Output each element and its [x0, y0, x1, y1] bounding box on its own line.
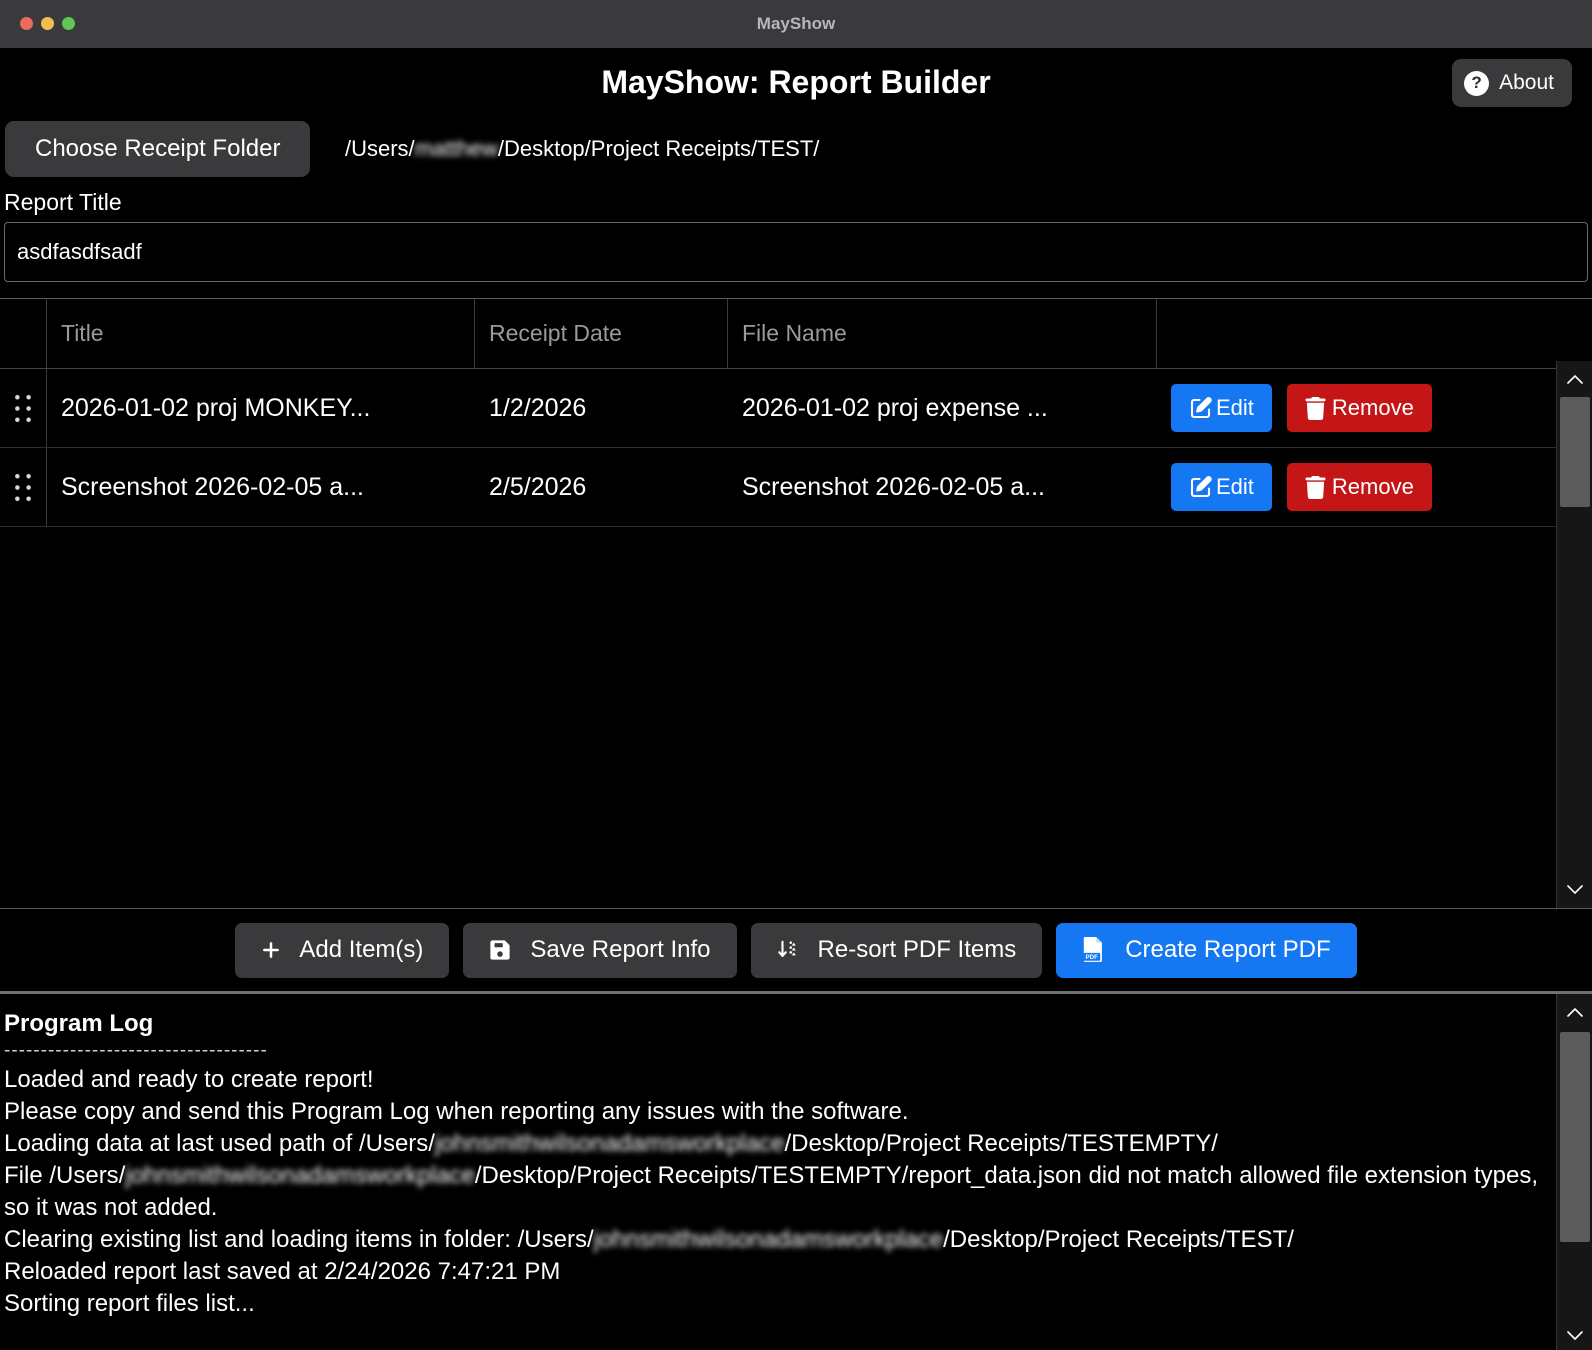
svg-text:PDF: PDF [1086, 954, 1099, 961]
